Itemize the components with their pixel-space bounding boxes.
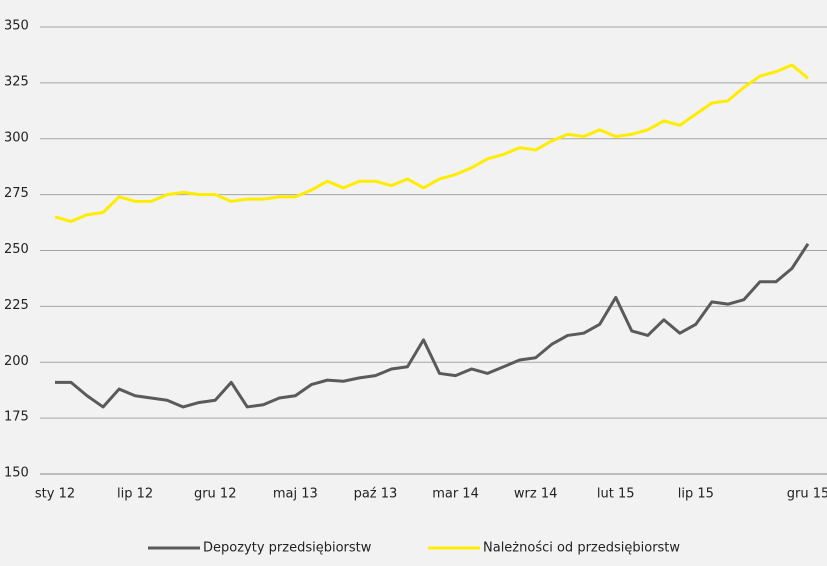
y-tick-label: 175 (4, 410, 29, 425)
legend-label: Należności od przedsiębiorstw (483, 541, 680, 556)
y-tick-label: 300 (4, 130, 29, 145)
x-tick-label: lut 15 (597, 487, 635, 502)
x-tick-label: lip 15 (678, 487, 714, 502)
x-tick-label: mar 14 (432, 487, 479, 502)
x-tick-label: gru 12 (194, 487, 237, 502)
y-tick-label: 325 (4, 74, 29, 89)
x-tick-label: paź 13 (354, 487, 398, 502)
legend-label: Depozyty przedsiębiorstw (203, 541, 372, 556)
y-tick-label: 350 (4, 19, 29, 34)
x-tick-label: wrz 14 (514, 487, 557, 502)
x-tick-label: sty 12 (35, 487, 75, 502)
x-tick-label: lip 12 (117, 487, 153, 502)
y-tick-label: 150 (4, 466, 29, 481)
y-tick-label: 275 (4, 186, 29, 201)
y-tick-label: 250 (4, 242, 29, 257)
x-tick-label: gru 15 (787, 487, 827, 502)
line-series (54, 63, 809, 223)
x-tick-label: maj 13 (273, 487, 318, 502)
y-tick-label: 200 (4, 354, 29, 369)
line-series (55, 242, 810, 409)
y-tick-label: 225 (4, 298, 29, 313)
